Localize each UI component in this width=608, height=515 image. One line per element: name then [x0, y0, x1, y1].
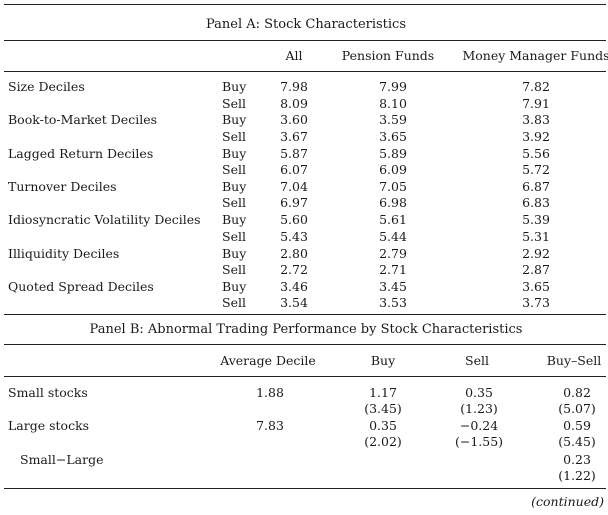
col-header-average-decile: Average Decile [220, 353, 316, 368]
row-label: Large stocks [8, 418, 90, 433]
cell-sell-pension: 8.10 [379, 95, 407, 111]
col-header-buy-sell: Buy–Sell [546, 353, 602, 368]
panel-a-title: Panel A: Stock Characteristics [205, 17, 407, 32]
cell-buy-all: 7.04 [280, 178, 308, 194]
col-header-money-manager: Money Manager Funds [462, 48, 608, 63]
buy-label: Buy [222, 145, 247, 161]
cell-buy-money-manager: 6.87 [522, 178, 550, 194]
cell-buy-money-manager: 2.92 [522, 245, 550, 261]
cell-sell-money-manager: 5.31 [522, 228, 550, 244]
cell-buy-money-manager: 3.65 [522, 278, 550, 294]
cell-buy-tstat: (2.02) [364, 434, 402, 449]
cell-buy-pension: 3.59 [379, 112, 407, 128]
cell-buy-pension: 7.99 [379, 79, 407, 94]
row-label: Small stocks [8, 385, 88, 400]
cell-sell-tstat: (−1.55) [454, 434, 504, 449]
cell-buy-pension: 2.79 [379, 245, 407, 261]
cell-sell-tstat: (1.23) [460, 401, 498, 416]
cell-buy-sell-tstat: (5.07) [558, 401, 596, 416]
buy-label: Buy [222, 245, 247, 261]
sell-label: Sell [222, 162, 246, 178]
cell-buy-sell: 0.59 [563, 418, 591, 433]
cell-sell-money-manager: 3.73 [522, 295, 550, 311]
cell-sell: −0.24 [459, 418, 499, 433]
cell-buy-all: 5.60 [280, 212, 308, 228]
cell-sell-pension: 2.71 [379, 262, 407, 277]
row-label: Turnover Deciles [8, 178, 117, 194]
col-header-buy: Buy [370, 353, 396, 368]
row-label: Small−Large [20, 452, 104, 467]
row-label: Idiosyncratic Volatility Deciles [8, 212, 201, 228]
sell-label: Sell [222, 95, 246, 111]
panel-b-top-rule [4, 314, 606, 315]
cell-sell: 0.35 [465, 385, 493, 400]
cell-buy-tstat: (3.45) [364, 401, 402, 416]
cell-buy: 1.17 [369, 385, 397, 400]
cell-sell-all: 3.67 [280, 128, 308, 144]
cell-sell-all: 6.07 [280, 162, 308, 178]
row-label: Illiquidity Deciles [8, 245, 120, 261]
cell-sell-money-manager: 5.72 [522, 162, 550, 178]
row-label: Lagged Return Deciles [8, 145, 154, 161]
cell-buy-money-manager: 3.83 [522, 112, 550, 128]
cell-buy-pension: 7.05 [379, 178, 407, 194]
cell-sell-all: 8.09 [280, 95, 308, 111]
cell-sell-money-manager: 2.87 [522, 262, 550, 277]
cell-buy-money-manager: 5.39 [522, 212, 550, 228]
cell-average-decile: 1.88 [256, 385, 284, 400]
sell-label: Sell [222, 195, 246, 211]
buy-label: Buy [222, 112, 247, 128]
cell-sell-all: 3.54 [280, 295, 308, 311]
panel-b-title-rule [4, 344, 606, 345]
cell-average-decile: 7.83 [256, 418, 284, 433]
sell-label: Sell [222, 128, 246, 144]
buy-label: Buy [222, 178, 247, 194]
top-rule [4, 4, 606, 5]
row-label: Book-to-Market Deciles [8, 112, 158, 128]
cell-sell-pension: 6.98 [379, 195, 407, 211]
cell-sell-money-manager: 6.83 [522, 195, 550, 211]
panel-b-header-rule [4, 376, 606, 377]
cell-buy-sell: 0.82 [563, 385, 591, 400]
cell-sell-pension: 3.65 [379, 128, 407, 144]
col-header-all: All [285, 48, 303, 63]
cell-sell-pension: 6.09 [379, 162, 407, 178]
col-header-pension: Pension Funds [341, 48, 435, 63]
cell-buy-pension: 3.45 [379, 278, 407, 294]
panel-a-header-rule [4, 71, 606, 72]
cell-sell-money-manager: 7.91 [522, 95, 550, 111]
cell-buy-all: 3.60 [280, 112, 308, 128]
col-header-sell: Sell [465, 353, 489, 368]
cell-buy-pension: 5.89 [379, 145, 407, 161]
cell-sell-pension: 3.53 [379, 295, 407, 311]
panel-b-title: Panel B: Abnormal Trading Performance by… [89, 322, 523, 337]
buy-label: Buy [222, 212, 247, 228]
cell-buy-all: 3.46 [280, 278, 308, 294]
sell-label: Sell [222, 295, 246, 311]
cell-sell-all: 6.97 [280, 195, 308, 211]
row-label: Size Deciles [8, 79, 85, 94]
cell-buy-sell-tstat: (5.45) [558, 434, 596, 449]
buy-label: Buy [222, 278, 247, 294]
cell-buy-pension: 5.61 [379, 212, 407, 228]
panel-a-title-rule [4, 40, 606, 41]
cell-sell-money-manager: 3.92 [522, 128, 550, 144]
cell-buy-money-manager: 7.82 [522, 79, 550, 94]
cell-buy-money-manager: 5.56 [522, 145, 550, 161]
cell-sell-all: 2.72 [280, 262, 308, 277]
row-label: Quoted Spread Deciles [8, 278, 154, 294]
cell-buy-all: 5.87 [280, 145, 308, 161]
sell-label: Sell [222, 228, 246, 244]
bottom-rule [4, 488, 606, 489]
buy-label: Buy [222, 79, 247, 94]
continued-note: (continued) [531, 494, 604, 509]
cell-buy: 0.35 [369, 418, 397, 433]
cell-buy-all: 7.98 [280, 79, 308, 94]
cell-buy-sell: 0.23 [563, 452, 591, 467]
sell-label: Sell [222, 262, 246, 277]
cell-sell-all: 5.43 [280, 228, 308, 244]
cell-buy-all: 2.80 [280, 245, 308, 261]
cell-buy-sell-tstat: (1.22) [558, 468, 596, 483]
cell-sell-pension: 5.44 [379, 228, 407, 244]
